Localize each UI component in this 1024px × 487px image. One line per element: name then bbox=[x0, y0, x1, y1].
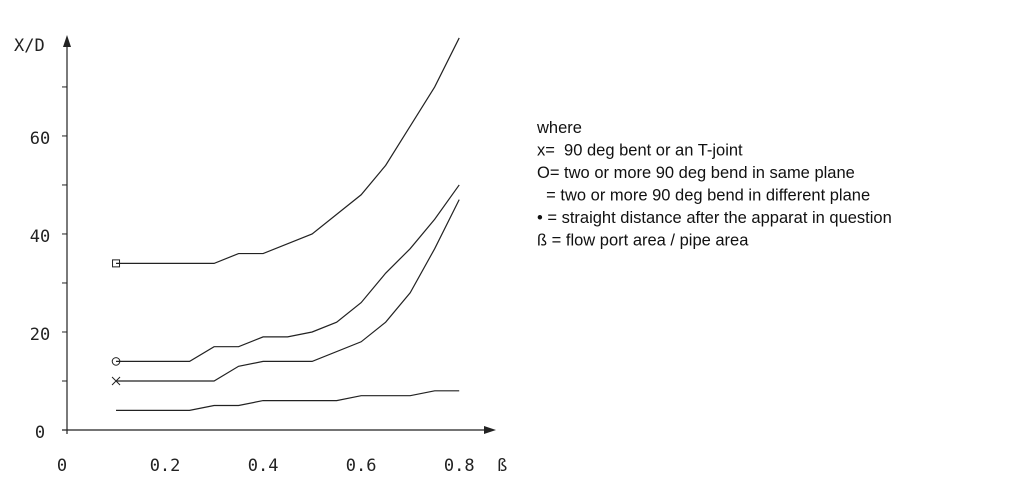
marker-square bbox=[112, 259, 121, 268]
x-tick-label: 0.2 bbox=[150, 456, 181, 476]
y-tick-label: 0 bbox=[35, 423, 45, 443]
annotation: where bbox=[536, 119, 582, 137]
marker-cross bbox=[111, 376, 121, 386]
x-tick-label: 0 bbox=[57, 456, 67, 476]
annotation: O= two or more 90 deg bend in same plane bbox=[537, 164, 855, 182]
x-axis-label: ß bbox=[497, 456, 507, 476]
series-line bbox=[116, 199, 460, 382]
x-tick-label: 0.6 bbox=[346, 456, 377, 476]
annotation: • = straight distance after the apparat … bbox=[537, 209, 892, 227]
series-line bbox=[116, 37, 460, 264]
y-tick-label: 60 bbox=[30, 129, 50, 149]
annotation: x= 90 deg bent or an T-joint bbox=[537, 142, 743, 160]
series-line bbox=[116, 184, 460, 362]
y-arrow bbox=[63, 35, 71, 47]
annotation: = two or more 90 deg bend in different p… bbox=[537, 187, 870, 205]
y-tick-label: 20 bbox=[30, 325, 50, 345]
annotation: ß = flow port area / pipe area bbox=[537, 232, 749, 250]
marker-circle bbox=[111, 357, 121, 366]
y-axis-label: X/D bbox=[14, 36, 45, 56]
y-tick-label: 40 bbox=[30, 227, 50, 247]
x-tick-label: 0.4 bbox=[248, 456, 279, 476]
x-arrow bbox=[484, 426, 496, 434]
x-tick-label: 0.8 bbox=[444, 456, 475, 476]
series-line bbox=[116, 390, 460, 411]
